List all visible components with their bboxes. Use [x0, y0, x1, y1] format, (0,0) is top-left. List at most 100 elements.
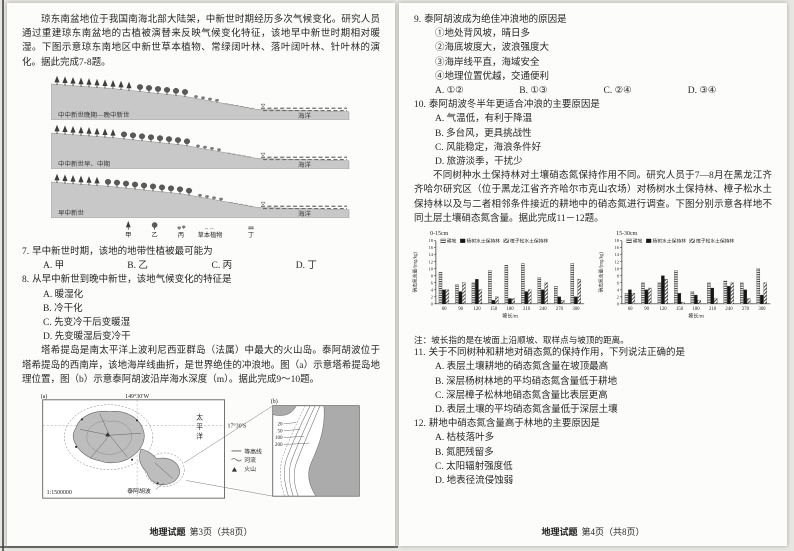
option-d[interactable]: D. 地表径流侵蚀弱: [435, 476, 514, 487]
conifer-icon: [102, 79, 108, 89]
broadleaf-icon: [113, 179, 121, 188]
legend-label-bing: 丙: [178, 232, 184, 239]
svg-text:耕地: 耕地: [447, 237, 457, 244]
broadleaf-icon: [131, 181, 139, 190]
option-a[interactable]: A. ①②: [435, 86, 464, 97]
broadleaf-icon: [167, 184, 175, 194]
longitude-label: 149°30′W: [125, 393, 149, 400]
option-c[interactable]: C. 太阳辐射强度低: [435, 461, 513, 472]
legend-contour-label: 等高线: [244, 447, 262, 455]
bar: [747, 298, 751, 305]
option-c[interactable]: C. ②④: [603, 86, 632, 97]
svg-text:18: 18: [615, 238, 620, 243]
conifer-icon: [54, 173, 60, 183]
depth-label-200: 200: [275, 442, 283, 448]
option-a[interactable]: A. 甲: [43, 261, 65, 272]
option-c[interactable]: C. 先变冷干后变暖湿: [43, 318, 131, 329]
svg-text:14: 14: [429, 252, 434, 257]
depth-label-50: 50: [277, 428, 283, 434]
statement-3: ③海岸线平直，海域安全: [435, 57, 540, 68]
legend-label-jia: 甲: [125, 232, 131, 239]
latitude-label: 17°30′S: [228, 422, 247, 429]
river: [80, 429, 110, 436]
inset-connector: [184, 405, 273, 463]
intro-paragraph-nitrate: 不同树种水土保持林对土壤硝态氮保持作用不同。研究人员于7—8月在黑龙江齐齐哈尔研…: [414, 171, 772, 224]
bar: [528, 289, 532, 305]
question-number: 11.: [414, 348, 426, 359]
broadleaf-icon: [138, 132, 146, 142]
conifer-icon: [70, 76, 76, 87]
question-11: 11. 关于不同树种和耕地对硝态氮的保持作用，下列说法正确的是: [414, 346, 772, 360]
question-number: 8.: [22, 275, 30, 286]
option-c[interactable]: C. 风能稳定，海浪条件好: [435, 142, 542, 153]
inset-connector: [186, 480, 273, 497]
depth-leader: [283, 442, 310, 445]
bar: [462, 282, 466, 305]
option-b[interactable]: B. 乙: [127, 261, 148, 272]
map-a-label: (a): [41, 393, 48, 400]
bar: [631, 293, 636, 305]
svg-text:坡长/m: 坡长/m: [502, 312, 518, 320]
bar: [541, 289, 545, 305]
bar: [577, 279, 581, 305]
option-b[interactable]: B. 多台风，更具挑战性: [435, 128, 532, 139]
option-d[interactable]: D. 丁: [295, 261, 317, 272]
bar: [574, 296, 578, 305]
option-d[interactable]: D. 旅游淡季，干扰少: [435, 157, 523, 168]
option-b[interactable]: B. 深层杨树林地的平均硝态氮含量低于耕地: [435, 376, 618, 387]
river: [99, 413, 110, 436]
svg-text:8: 8: [431, 273, 434, 278]
river: [154, 462, 164, 471]
question-number: 10.: [414, 100, 426, 111]
conifer-icon: [94, 78, 100, 88]
bar: [521, 263, 525, 305]
option-b[interactable]: B. ①③: [519, 86, 548, 97]
bar: [681, 301, 685, 305]
option-b[interactable]: B. 冷干化: [43, 303, 83, 314]
conifer-icon: [70, 125, 76, 136]
conifer-icon: [62, 125, 68, 135]
double-bar-icon: [248, 226, 254, 229]
option-c[interactable]: C. 丙: [211, 261, 233, 272]
question-7-options: A. 甲 B. 乙 C. 丙 D. 丁: [22, 259, 380, 273]
option-b[interactable]: B. 氮肥残留多: [435, 447, 494, 458]
conifer-icon: [126, 81, 132, 91]
bar: [504, 265, 509, 305]
broadleaf-icon: [145, 84, 153, 94]
option-a[interactable]: A. 气温低，有利于降温: [435, 114, 533, 125]
bar: [511, 298, 515, 305]
option-d[interactable]: D. 表层土壤的平均硝态氮含量低于深层土壤: [435, 405, 618, 416]
bar: [756, 268, 761, 305]
bar: [763, 282, 767, 305]
page-footer: 地理试题 第4页（共8页）: [399, 525, 787, 539]
option-d[interactable]: D. 先变暖湿后变冷干: [43, 332, 131, 343]
option-a[interactable]: A. 暖湿化: [43, 289, 84, 300]
svg-text:15-30cm: 15-30cm: [616, 231, 637, 237]
bar: [570, 263, 575, 305]
question-number: 7.: [22, 247, 30, 258]
option-d[interactable]: D. ③④: [687, 86, 717, 97]
sea-label: 海洋: [298, 209, 311, 218]
depth-label-20: 20: [277, 421, 283, 427]
footer-doc-title: 地理试题: [541, 526, 578, 537]
option-a[interactable]: A. 枯枝落叶多: [435, 433, 495, 444]
conifer-icon: [70, 174, 76, 185]
statement-2: ②海底坡度大，波浪强度大: [435, 43, 550, 54]
svg-text:180: 180: [692, 307, 700, 312]
svg-text:6: 6: [617, 280, 620, 285]
conifer-icon: [86, 175, 92, 186]
broadleaf-icon: [149, 183, 157, 192]
bar: [674, 270, 678, 305]
svg-text:150: 150: [490, 307, 498, 312]
broadleaf-icon: [147, 133, 155, 143]
conifer-icon: [78, 77, 84, 87]
question-10: 10. 泰阿胡波冬半年更适合冲浪的主要原因是: [414, 98, 772, 112]
intro-paragraph-tahiti: 塔希提岛是南太平洋上波利尼西亚群岛（法属）中最大的火山岛。泰阿胡波位于塔希提岛的…: [22, 346, 380, 385]
bar: [455, 284, 459, 305]
legend-label-ding: 丁: [248, 232, 254, 239]
coastal-town-dot: [75, 446, 77, 448]
option-a[interactable]: A. 表层土壤耕地的硝态氮含量在坡顶最高: [435, 362, 609, 373]
slope-panel-early-miocene: 早中新世 海洋: [51, 173, 350, 218]
svg-text:硝态氮含量/(mg/kg): 硝态氮含量/(mg/kg): [411, 252, 418, 293]
option-c[interactable]: C. 深层樟子松林地硝态氮含量比表层更高: [435, 390, 608, 401]
